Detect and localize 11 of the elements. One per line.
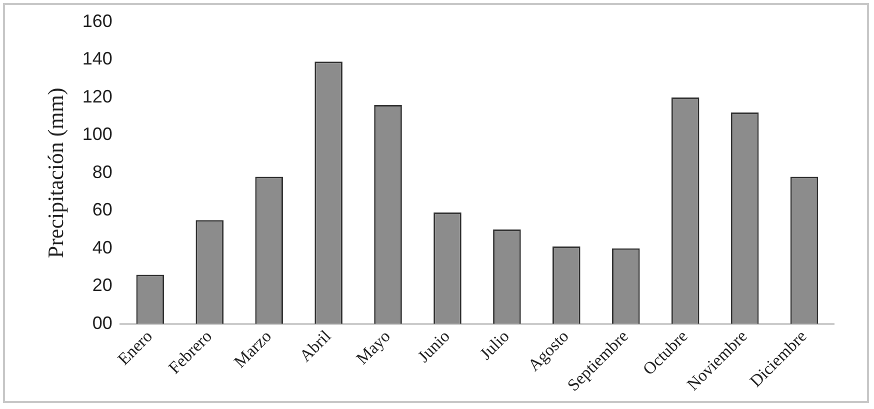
y-tick-label: 160	[82, 10, 112, 31]
y-tick-label: 00	[92, 312, 112, 333]
x-tick-label: Julio	[476, 326, 513, 364]
y-tick-label: 80	[92, 162, 112, 182]
y-tick-label: 20	[92, 275, 112, 296]
y-tick-label: 140	[82, 48, 112, 69]
y-tick-label: 120	[82, 86, 112, 106]
y-tick-label: 60	[92, 200, 112, 220]
y-axis-title: Precipitación (mm)	[42, 88, 68, 258]
y-tick-label: 100	[82, 124, 112, 144]
y-tick-label: 40	[92, 237, 112, 258]
